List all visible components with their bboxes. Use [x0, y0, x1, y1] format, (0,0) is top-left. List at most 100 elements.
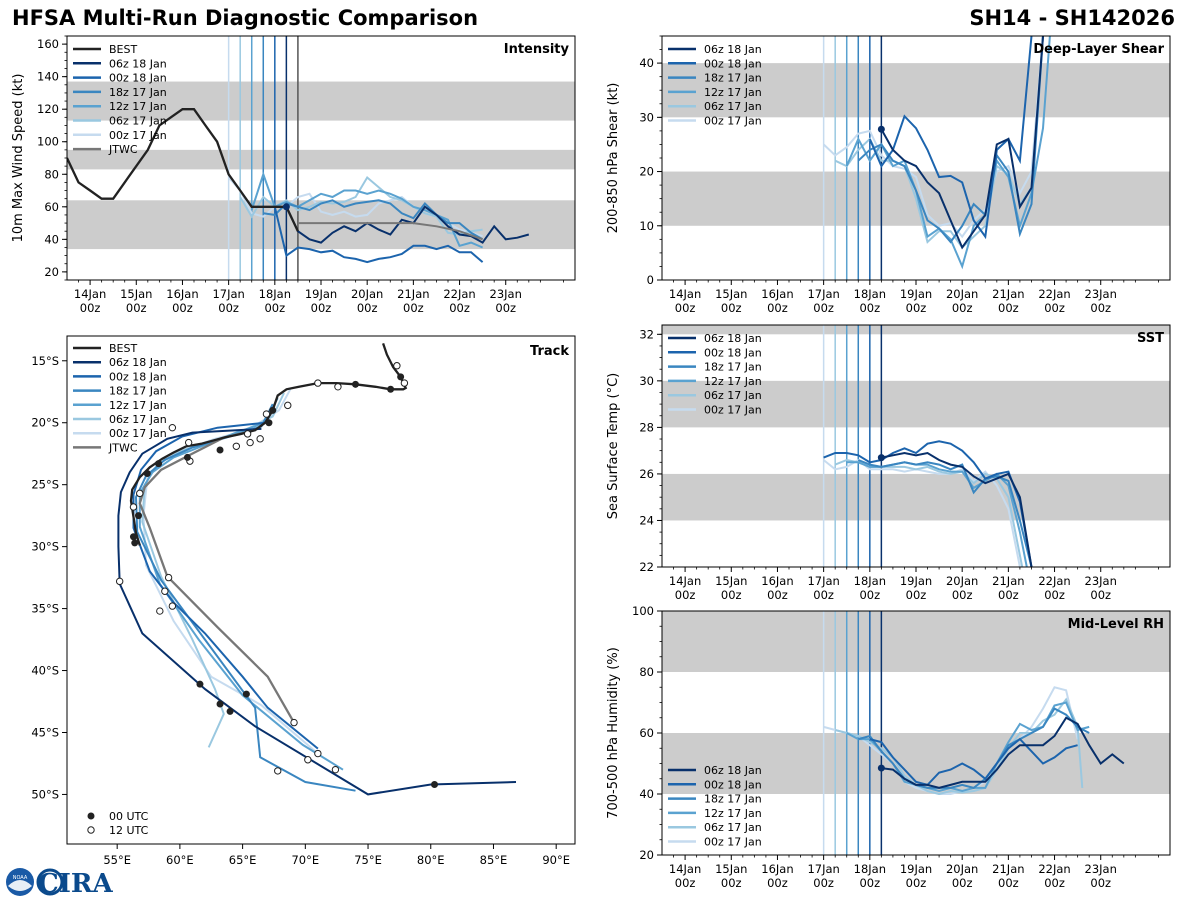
sst-band-1 [662, 380, 1170, 428]
track-legend-label-4: 12z 17 Jan [109, 399, 167, 412]
track-marker-00utc-2 [351, 380, 359, 388]
rh-legend-label-3: 12z 17 Jan [704, 807, 762, 820]
track-marker-00utc-3 [269, 406, 277, 414]
intensity-xtick-day-4: 18Jan [259, 287, 291, 301]
intensity-ytick-label-4: 100 [37, 135, 59, 149]
rh-xtick-day-7: 21Jan [992, 862, 1024, 876]
rh-xtick-day-3: 17Jan [807, 862, 839, 876]
shear-xtick-hour-6: 00z [952, 301, 973, 315]
intensity-band-1 [67, 149, 575, 170]
track-marker-12utc-0 [393, 362, 401, 370]
intensity-xtick-day-1: 15Jan [120, 287, 152, 301]
rh-init-marker [877, 764, 885, 772]
shear-legend-label-1: 00z 18 Jan [704, 57, 762, 70]
rh-xtick-hour-6: 00z [952, 876, 973, 890]
rh-xtick-hour-2: 00z [767, 876, 788, 890]
intensity-xtick-day-6: 20Jan [351, 287, 383, 301]
track-marker-12utc-13 [168, 602, 177, 610]
shear-xtick-day-2: 16Jan [761, 287, 793, 301]
sst-init-marker [877, 454, 885, 462]
rh-series-0 [881, 716, 1125, 789]
shear-init-marker [877, 125, 885, 133]
shear-xtick-day-5: 19Jan [900, 287, 932, 301]
sst-xtick-day-6: 20Jan [946, 574, 978, 588]
sst-legend-label-5: 00z 17 Jan [704, 404, 762, 417]
shear-xtick-hour-0: 00z [675, 301, 696, 315]
sst-series-1 [823, 440, 1033, 567]
shear-xtick-day-6: 20Jan [946, 287, 978, 301]
shear-xtick-hour-5: 00z [906, 301, 927, 315]
track-marker-legend-12 [87, 826, 95, 834]
rh-xtick-day-6: 20Jan [946, 862, 978, 876]
sst-xtick-hour-8: 00z [1044, 588, 1065, 602]
track-marker-12utc-21 [243, 430, 252, 438]
track-series-jtwc [138, 429, 295, 724]
rh-ytick-label-3: 80 [639, 665, 654, 679]
track-marker-00utc-15 [242, 690, 250, 698]
shear-series-1 [868, 36, 1033, 240]
sst-ytick-label-4: 30 [639, 374, 654, 388]
shear-plot-area [662, 36, 1170, 280]
shear-xtick-hour-7: 00z [998, 301, 1019, 315]
sst-legend-label-3: 12z 17 Jan [704, 375, 762, 388]
sst-ytick-label-2: 26 [639, 467, 654, 481]
intensity-legend-label-5: 06z 17 Jan [109, 115, 167, 128]
intensity-xtick-hour-1: 00z [126, 301, 147, 315]
intensity-xtick-hour-5: 00z [311, 301, 332, 315]
shear-ytick-label-3: 30 [639, 110, 654, 124]
track-marker-12utc-15 [156, 607, 164, 615]
sst-series-2 [857, 459, 1033, 567]
rh-xtick-day-9: 23Jan [1085, 862, 1117, 876]
shear-ytick-label-0: 0 [647, 273, 654, 287]
rh-xtick-day-8: 22Jan [1038, 862, 1070, 876]
track-xtick-label-2: 65°E [229, 853, 257, 867]
track-ytick-label-4: 35°S [31, 602, 59, 616]
track-marker-12utc-6 [168, 423, 177, 432]
shear-panel: 01020304014Jan00z15Jan00z16Jan00z17Jan00… [606, 35, 1171, 315]
shear-xtick-hour-3: 00z [813, 301, 834, 315]
track-marker-00utc-14 [226, 707, 234, 715]
sst-xtick-day-0: 14Jan [669, 574, 701, 588]
rh-xtick-day-1: 15Jan [715, 862, 747, 876]
intensity-xtick-hour-6: 00z [357, 301, 378, 315]
track-ytick-label-6: 45°S [31, 725, 59, 739]
sst-legend-label-2: 18z 17 Jan [704, 361, 762, 374]
shear-legend-label-5: 00z 17 Jan [704, 115, 762, 128]
rh-ytick-label-1: 40 [639, 787, 654, 801]
intensity-band-2 [67, 81, 575, 121]
track-marker-12utc-10 [129, 503, 138, 511]
rh-xtick-day-0: 14Jan [669, 862, 701, 876]
sst-xtick-day-5: 19Jan [900, 574, 932, 588]
intensity-legend-label-7: JTWC [108, 143, 138, 156]
intensity-series-1 [273, 206, 484, 264]
intensity-series-best [67, 108, 299, 232]
shear-xtick-hour-2: 00z [767, 301, 788, 315]
track-marker-00utc-10 [131, 539, 139, 547]
shear-xtick-day-7: 21Jan [992, 287, 1024, 301]
intensity-legend-label-6: 00z 17 Jan [109, 129, 167, 142]
intensity-legend-label-4: 12z 17 Jan [109, 100, 167, 113]
track-marker-00utc-1 [387, 385, 395, 393]
track-xtick-label-7: 90°E [542, 853, 570, 867]
track-marker-00utc-9 [134, 512, 142, 520]
track-series-0 [117, 427, 517, 796]
track-xtick-label-1: 60°E [166, 853, 194, 867]
sst-band-2 [662, 325, 1170, 335]
track-legend-label-7: JTWC [108, 441, 138, 454]
shear-ytick-label-2: 20 [639, 165, 654, 179]
sst-legend-label-0: 06z 18 Jan [704, 332, 762, 345]
track-marker-12utc-12 [164, 573, 173, 582]
rh-series-2 [858, 707, 1090, 789]
track-marker-12utc-1 [400, 379, 409, 387]
rh-xtick-hour-9: 00z [1090, 876, 1111, 890]
globe-icon [36, 868, 64, 896]
rh-xtick-hour-3: 00z [813, 876, 834, 890]
intensity-xtick-day-3: 17Jan [212, 287, 244, 301]
shear-xtick-day-9: 23Jan [1085, 287, 1117, 301]
intensity-ytick-label-0: 20 [44, 265, 59, 279]
intensity-xtick-day-8: 22Jan [443, 287, 475, 301]
shear-legend-label-0: 06z 18 Jan [704, 43, 762, 56]
intensity-xtick-day-0: 14Jan [74, 287, 106, 301]
sst-xtick-day-8: 22Jan [1038, 574, 1070, 588]
